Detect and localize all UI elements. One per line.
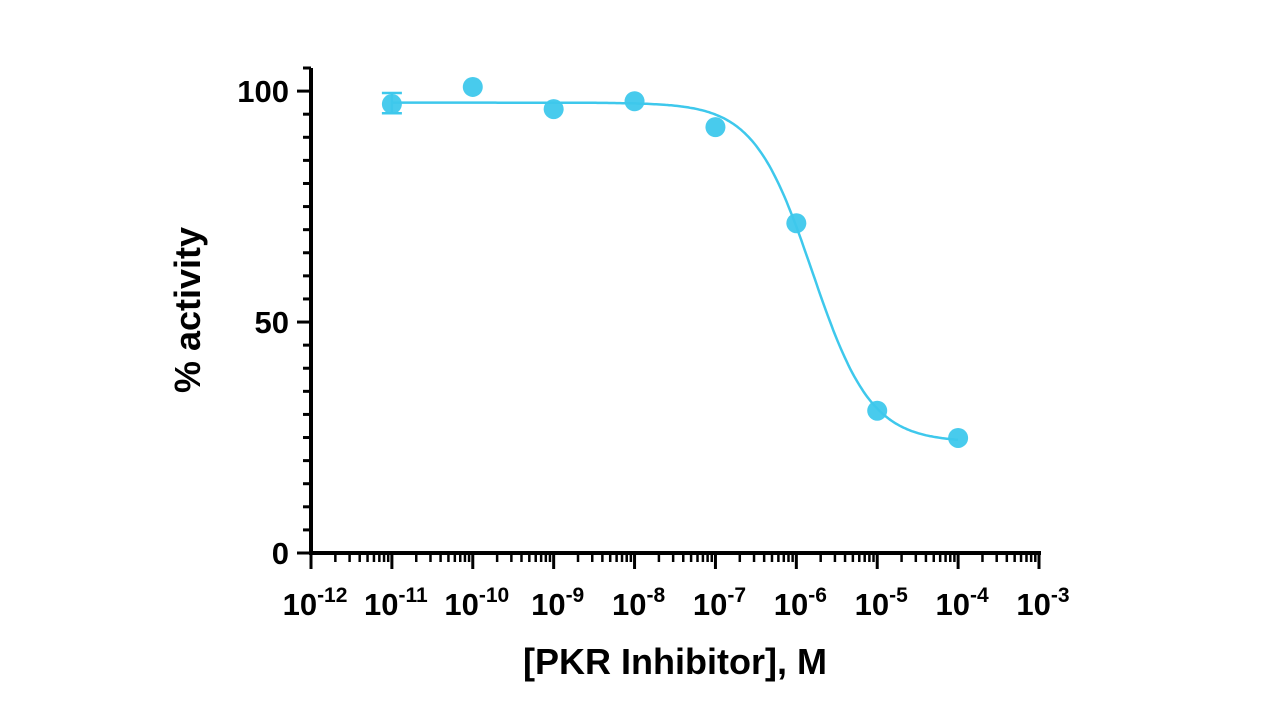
x-tick-label: 10-5 xyxy=(855,584,908,622)
fit-curve xyxy=(391,101,959,442)
x-axis-label: [PKR Inhibitor], M xyxy=(523,641,827,682)
y-axis-label: % activity xyxy=(167,227,208,393)
y-tick-label: 100 xyxy=(237,74,289,109)
x-tick-label: 10-7 xyxy=(693,584,746,622)
data-point xyxy=(786,213,807,234)
y-tick-label: 0 xyxy=(272,536,289,571)
data-point xyxy=(705,117,726,138)
x-tick-label: 10-3 xyxy=(1016,584,1069,622)
y-tick-label: 50 xyxy=(255,305,289,340)
x-tick-label: 10-12 xyxy=(283,584,348,622)
x-tick-label: 10-10 xyxy=(444,584,509,622)
data-point xyxy=(624,91,645,112)
data-point xyxy=(867,400,888,421)
x-tick-label: 10-11 xyxy=(364,584,428,622)
x-tick-label: 10-8 xyxy=(612,584,665,622)
data-point xyxy=(381,94,402,115)
x-tick-label: 10-6 xyxy=(774,584,827,622)
x-tick-label: 10-4 xyxy=(936,584,989,622)
x-tick-label: 10-9 xyxy=(531,584,584,622)
data-point xyxy=(543,99,564,120)
data-point xyxy=(948,427,969,448)
data-point xyxy=(462,76,483,97)
